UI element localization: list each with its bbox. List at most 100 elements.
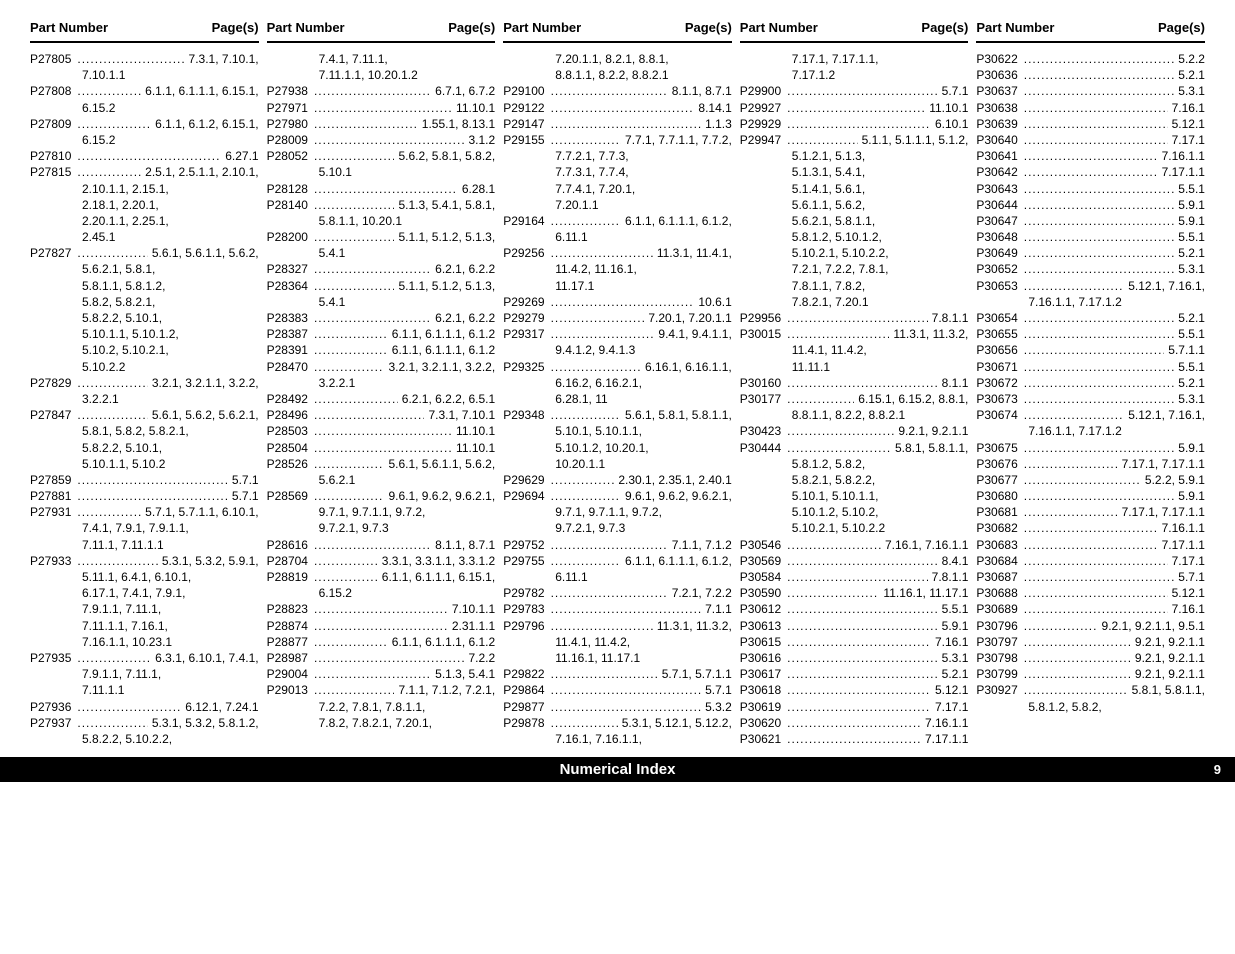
- index-entry: P306875.7.1: [976, 569, 1205, 585]
- page-refs: 7.2.2: [464, 650, 495, 666]
- index-entry: P2925611.3.1, 11.4.1,: [503, 245, 732, 261]
- index-entry: P279356.3.1, 6.10.1, 7.4.1,: [30, 650, 259, 666]
- index-continuation: 8.8.1.1, 8.2.2, 8.8.2.1: [740, 407, 969, 423]
- page-refs: 5.5.1: [938, 601, 969, 617]
- leader-dots: [314, 440, 452, 456]
- leader-dots: [77, 116, 151, 132]
- part-number: P30616: [740, 650, 787, 666]
- index-entry: P278595.7.1: [30, 472, 259, 488]
- index-continuation: 6.16.2, 6.16.2.1,: [503, 375, 732, 391]
- part-number: P29004: [267, 666, 314, 682]
- index-continuation: 7.11.1, 7.11.1.1: [30, 537, 259, 553]
- index-entry: P288196.1.1, 6.1.1.1, 6.15.1,: [267, 569, 496, 585]
- footer-bar: Numerical Index 9: [0, 757, 1235, 782]
- index-column: Part NumberPage(s)7.4.1, 7.11.1,7.11.1.1…: [267, 20, 496, 747]
- leader-dots: [787, 634, 931, 650]
- index-entry: P283276.2.1, 6.2.2: [267, 261, 496, 277]
- index-entry: P2979611.3.1, 11.3.2,: [503, 618, 732, 634]
- page-refs: 5.7.1: [228, 488, 259, 504]
- index-entry: P297827.2.1, 7.2.2: [503, 585, 732, 601]
- column-header: Part NumberPage(s): [976, 20, 1205, 43]
- page-refs: 9.2.1, 9.2.1.1: [894, 423, 968, 439]
- index-continuation: 5.8.1.1, 5.8.1.2,: [30, 278, 259, 294]
- leader-dots: [1024, 537, 1158, 553]
- page-refs: 7.17.1: [931, 699, 968, 715]
- index-continuation: 7.8.2, 7.8.2.1, 7.20.1,: [267, 715, 496, 731]
- part-number: P30584: [740, 569, 787, 585]
- page-refs: 6.1.1, 6.1.1.1, 6.1.2: [388, 326, 495, 342]
- part-number: P27810: [30, 148, 77, 164]
- page-refs: 6.1.1, 6.1.1.1, 6.1.2,: [621, 553, 732, 569]
- index-entry: P288237.10.1.1: [267, 601, 496, 617]
- index-continuation: 9.7.2.1, 9.7.3: [503, 520, 732, 536]
- index-entry: P306885.12.1: [976, 585, 1205, 601]
- index-entry: P297527.1.1, 7.1.2: [503, 537, 732, 553]
- page-refs: 7.16.1: [1168, 100, 1205, 116]
- index-entry: P286168.1.1, 8.7.1: [267, 537, 496, 553]
- footer-title: Numerical Index: [560, 761, 676, 778]
- page-refs: 9.2.1, 9.2.1.1: [1131, 634, 1205, 650]
- page-refs: 11.16.1, 11.17.1: [879, 585, 968, 601]
- index-continuation: 7.7.4.1, 7.20.1,: [503, 181, 732, 197]
- index-continuation: 5.6.2.1: [267, 472, 496, 488]
- index-continuation: 3.2.2.1: [30, 391, 259, 407]
- leader-dots: [1024, 116, 1168, 132]
- leader-dots: [1024, 132, 1168, 148]
- part-number: P30641: [976, 148, 1023, 164]
- page-refs: 7.17.1.1: [1158, 164, 1205, 180]
- leader-dots: [1024, 197, 1175, 213]
- index-entry: P306827.16.1.1: [976, 520, 1205, 536]
- part-number: P30673: [976, 391, 1023, 407]
- page-refs: 8.4.1: [938, 553, 969, 569]
- leader-dots: [787, 310, 928, 326]
- leader-dots: [77, 650, 151, 666]
- page-refs: 5.6.1, 5.6.1.1, 5.6.2,: [384, 456, 495, 472]
- part-number: P30927: [976, 682, 1023, 698]
- part-number: P30684: [976, 553, 1023, 569]
- page-refs: 7.3.1, 7.10.1: [424, 407, 495, 423]
- leader-dots: [77, 553, 157, 569]
- index-entry: P306545.2.1: [976, 310, 1205, 326]
- page-refs: 5.9.1: [938, 618, 969, 634]
- index-continuation: 6.15.2: [267, 585, 496, 601]
- part-number: P29325: [503, 359, 550, 375]
- page-refs: 5.7.1, 5.7.1.1: [658, 666, 732, 682]
- index-continuation: 5.6.1.1, 5.6.2,: [740, 197, 969, 213]
- leader-dots: [1024, 472, 1141, 488]
- leader-dots: [787, 618, 938, 634]
- index-entry: P297556.1.1, 6.1.1.1, 6.1.2,: [503, 553, 732, 569]
- page-refs: 6.1.1, 6.1.1.1, 6.1.2: [388, 342, 495, 358]
- index-entry: P304239.2.1, 9.2.1.1: [740, 423, 969, 439]
- header-pages: Page(s): [212, 20, 259, 35]
- index-entry: P306407.17.1: [976, 132, 1205, 148]
- index-continuation: 7.17.1, 7.17.1.1,: [740, 51, 969, 67]
- part-number: P29694: [503, 488, 550, 504]
- index-entry: P306387.16.1: [976, 100, 1205, 116]
- index-entry: P298775.3.2: [503, 699, 732, 715]
- index-continuation: 7.11.1.1: [30, 682, 259, 698]
- page-refs: 7.7.1, 7.7.1.1, 7.7.2,: [621, 132, 732, 148]
- leader-dots: [314, 456, 384, 472]
- leader-dots: [77, 148, 221, 164]
- leader-dots: [314, 359, 384, 375]
- part-number: P30620: [740, 715, 787, 731]
- index-entry: P288742.31.1.1: [267, 618, 496, 634]
- page-refs: 7.2.1, 7.2.2: [668, 585, 732, 601]
- index-entry: P284926.2.1, 6.2.2, 6.5.1: [267, 391, 496, 407]
- index-entry: P291008.1.1, 8.7.1: [503, 83, 732, 99]
- index-continuation: 5.8.1.2, 5.8.2,: [976, 699, 1205, 715]
- page-refs: 11.10.1: [452, 100, 495, 116]
- leader-dots: [551, 553, 621, 569]
- index-entry: P2992711.10.1: [740, 100, 969, 116]
- page-refs: 7.1.1: [701, 601, 732, 617]
- part-number: P27808: [30, 83, 77, 99]
- page-refs: 5.5.1: [1174, 359, 1205, 375]
- part-number: P29279: [503, 310, 550, 326]
- part-number: P27971: [267, 100, 314, 116]
- index-continuation: 7.16.1.1, 7.17.1.2: [976, 294, 1205, 310]
- page-refs: 5.2.2, 5.9.1: [1141, 472, 1205, 488]
- index-entry: P298785.3.1, 5.12.1, 5.12.2,: [503, 715, 732, 731]
- index-continuation: 5.11.1, 6.4.1, 6.10.1,: [30, 569, 259, 585]
- index-entry: P306165.3.1: [740, 650, 969, 666]
- leader-dots: [1024, 51, 1175, 67]
